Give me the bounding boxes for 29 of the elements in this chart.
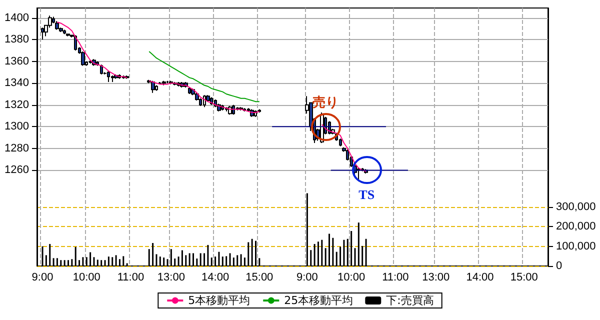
x-tick-label: 9:00 [296,272,318,284]
y-tick-label: 1380 [4,34,29,46]
x-tick-label: 11:00 [382,272,409,284]
legend-label: 25本移動平均 [284,294,354,307]
x-tick-label: 14:00 [202,272,230,284]
y2-tick-label: 100,000 [556,240,596,252]
x-tick-label: 10:00 [338,272,366,284]
y-tick-label: 1320 [4,98,29,111]
legend-label: 5本移動平均 [188,294,250,307]
y-tick-label: 1400 [4,12,29,24]
ref-line-label: TS [358,187,375,202]
y2-tick-label: 200,000 [556,220,596,233]
x-tick-label: 11:00 [117,272,144,284]
x-tick-label: 13:00 [157,272,185,284]
y-tick-label: 1340 [4,77,29,90]
y2-tick-label: 300,000 [556,201,596,214]
ref-line-label: 売り [312,94,339,110]
y2-tick-label: 0 [556,260,562,272]
x-tick-label: 10:00 [72,272,100,284]
y-tick-label: 1300 [4,120,29,133]
x-tick-label: 9:00 [32,272,54,284]
legend-label: 下:売買高 [386,294,434,307]
y-tick-label: 1260 [4,164,29,176]
x-tick-label: 15:00 [510,272,538,284]
y-tick-label: 1360 [4,55,29,68]
x-tick-label: 14:00 [466,272,494,284]
y-tick-label: 1280 [4,142,29,154]
x-tick-label: 13:00 [422,272,450,284]
x-tick-label: 15:00 [246,272,274,284]
